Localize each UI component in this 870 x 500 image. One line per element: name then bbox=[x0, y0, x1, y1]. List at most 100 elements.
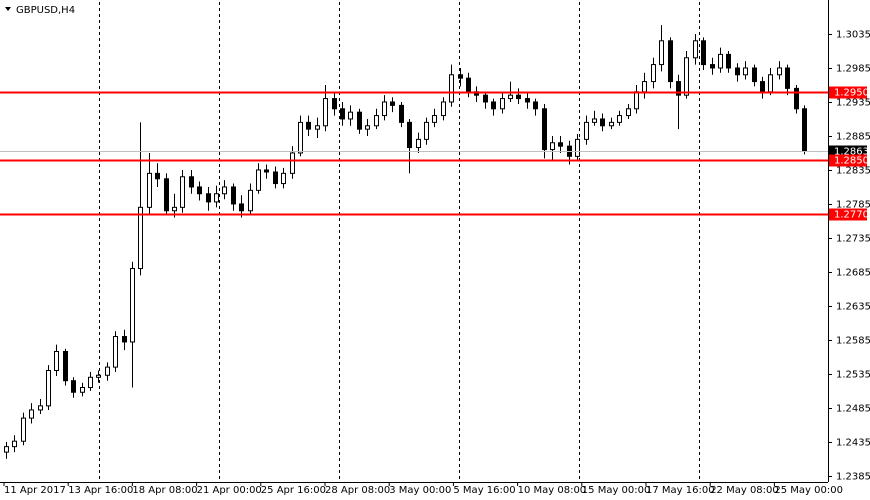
candle-body bbox=[206, 193, 211, 203]
candle-body bbox=[550, 142, 555, 151]
candle-body bbox=[542, 108, 547, 151]
candle-body bbox=[155, 172, 160, 180]
candle-body bbox=[38, 405, 43, 411]
candle-body bbox=[609, 121, 614, 127]
x-tick-label: 15 May 00:00 bbox=[582, 485, 651, 496]
current-price-label: 1.2863 bbox=[834, 147, 869, 158]
x-tick-label: 22 May 08:00 bbox=[710, 485, 779, 496]
x-tick-label: 17 May 16:00 bbox=[646, 485, 715, 496]
candle-body bbox=[491, 101, 496, 110]
candle-body bbox=[290, 152, 295, 174]
candle-body bbox=[399, 104, 404, 123]
x-tick-label: 3 May 00:00 bbox=[389, 485, 451, 496]
candle-body bbox=[122, 336, 127, 343]
x-tick-label: 28 Apr 08:00 bbox=[325, 485, 390, 496]
level-tag bbox=[829, 154, 867, 167]
candle-body bbox=[533, 101, 538, 110]
candle-body bbox=[315, 125, 320, 130]
candle-body bbox=[794, 87, 799, 110]
candle-body bbox=[500, 98, 505, 110]
candle-body bbox=[29, 409, 34, 419]
candle-body bbox=[63, 350, 68, 382]
candle-body bbox=[164, 178, 169, 212]
candle-body bbox=[525, 98, 530, 103]
y-tick-label: 1.2735 bbox=[836, 234, 870, 245]
candle-body bbox=[357, 111, 362, 130]
chart-title: GBPUSD,H4 bbox=[16, 5, 75, 16]
candle-body bbox=[659, 40, 664, 66]
candle-body bbox=[231, 186, 236, 205]
y-tick-label: 1.2985 bbox=[836, 64, 870, 75]
candle-body bbox=[374, 115, 379, 127]
y-tick-label: 1.2935 bbox=[836, 98, 870, 109]
candle-body bbox=[138, 206, 143, 270]
level-label: 1.2950 bbox=[834, 88, 869, 99]
y-tick-label: 1.2485 bbox=[836, 404, 870, 415]
candle-body bbox=[802, 108, 807, 152]
candle-body bbox=[248, 189, 253, 212]
candle-body bbox=[189, 176, 194, 188]
candle-body bbox=[214, 193, 219, 203]
candle-body bbox=[735, 67, 740, 76]
candle-body bbox=[575, 138, 580, 157]
candle-body bbox=[197, 186, 202, 195]
level-tag bbox=[829, 86, 867, 99]
candle-body bbox=[642, 81, 647, 93]
candle-body bbox=[483, 94, 488, 103]
y-tick-label: 1.2385 bbox=[836, 472, 870, 483]
y-tick-label: 1.2685 bbox=[836, 268, 870, 279]
candle-body bbox=[760, 81, 765, 93]
candle-body bbox=[701, 40, 706, 66]
candle-body bbox=[668, 40, 673, 83]
candle-body bbox=[508, 94, 513, 100]
y-tick-label: 1.2435 bbox=[836, 438, 870, 449]
y-tick-label: 1.2835 bbox=[836, 166, 870, 177]
candle-body bbox=[752, 67, 757, 83]
candle-body bbox=[432, 115, 437, 123]
level-label: 1.2850 bbox=[834, 156, 869, 167]
candle-body bbox=[222, 186, 227, 195]
y-tick-label: 1.2535 bbox=[836, 370, 870, 381]
candle-body bbox=[147, 172, 152, 208]
candle-body bbox=[340, 108, 345, 120]
candle-body bbox=[12, 440, 17, 448]
candle-body bbox=[466, 77, 471, 93]
candle-body bbox=[768, 74, 773, 93]
candle-body bbox=[281, 172, 286, 185]
candle-body bbox=[4, 446, 9, 453]
y-tick-label: 1.3035 bbox=[836, 30, 870, 41]
level-label: 1.2770 bbox=[834, 210, 869, 221]
candle-body bbox=[332, 98, 337, 110]
candle-body bbox=[600, 118, 605, 127]
candle-body bbox=[71, 380, 76, 393]
candle-body bbox=[96, 374, 101, 378]
candle-body bbox=[710, 64, 715, 69]
candle-body bbox=[743, 67, 748, 76]
candle-body bbox=[21, 417, 26, 442]
candle-body bbox=[592, 118, 597, 123]
candle-body bbox=[424, 121, 429, 140]
x-tick-label: 5 May 16:00 bbox=[453, 485, 515, 496]
candle-body bbox=[676, 81, 681, 96]
candle-body bbox=[239, 203, 244, 212]
y-tick-label: 1.2635 bbox=[836, 302, 870, 313]
candle-body bbox=[382, 101, 387, 117]
candle-body bbox=[80, 387, 85, 393]
candle-body bbox=[726, 53, 731, 69]
candle-body bbox=[441, 101, 446, 117]
candle-body bbox=[46, 370, 51, 407]
candle-body bbox=[365, 125, 370, 130]
candle-body bbox=[458, 74, 463, 79]
candle-body bbox=[306, 121, 311, 130]
candle-body bbox=[256, 169, 261, 191]
candle-body bbox=[516, 94, 521, 100]
candle-body bbox=[407, 121, 412, 149]
candle-body bbox=[651, 64, 656, 83]
x-tick-label: 11 Apr 2017 bbox=[4, 485, 66, 496]
menu-arrow[interactable] bbox=[5, 7, 11, 11]
candle-body bbox=[785, 67, 790, 89]
candle-body bbox=[617, 115, 622, 123]
candle-body bbox=[634, 91, 639, 110]
